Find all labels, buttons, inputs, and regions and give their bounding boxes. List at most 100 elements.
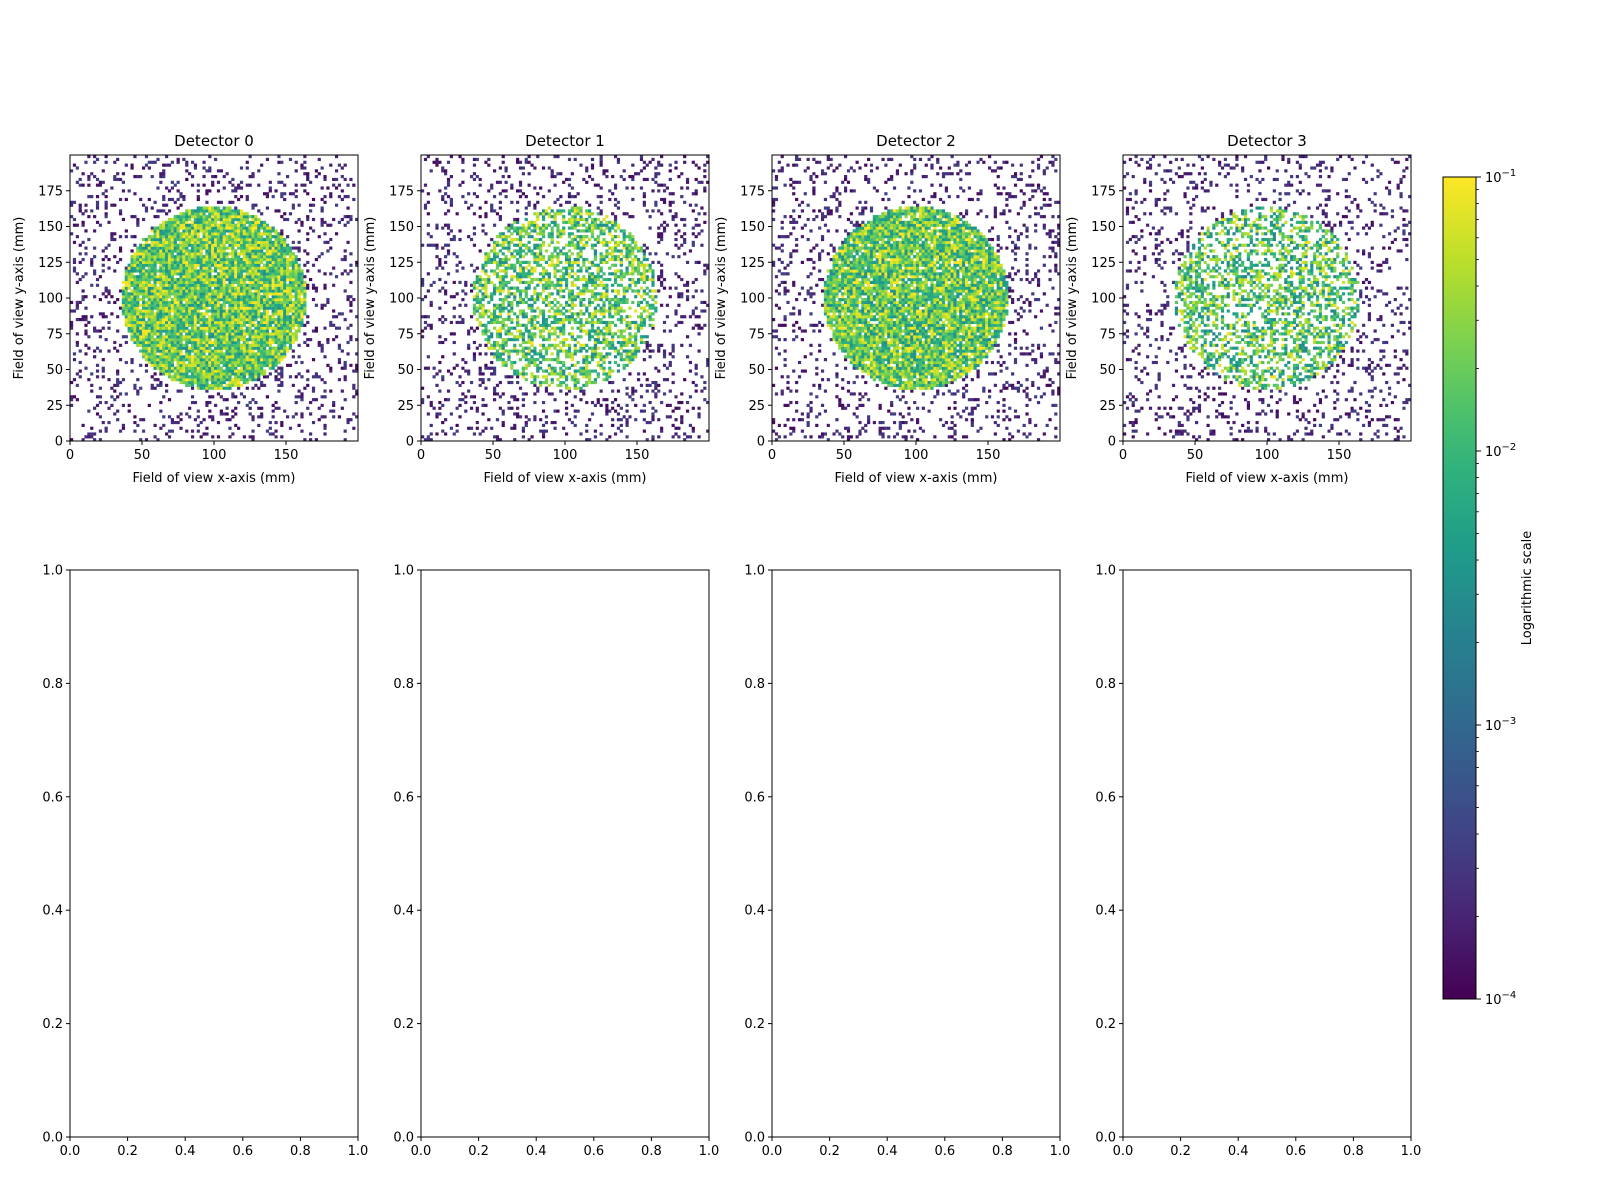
colorbar-tick-exponent: −4 bbox=[1502, 990, 1517, 1001]
heatmap-image bbox=[70, 155, 359, 442]
y-tick-label: 75 bbox=[1099, 327, 1116, 342]
y-tick-label: 0 bbox=[1108, 435, 1116, 450]
x-tick-label: 0 bbox=[66, 448, 74, 463]
x-tick-label: 0.8 bbox=[992, 1144, 1013, 1159]
x-tick-label: 0.6 bbox=[934, 1144, 955, 1159]
y-tick-label: 0.4 bbox=[393, 904, 414, 919]
colorbar-tick-base: 10 bbox=[1485, 445, 1502, 460]
y-tick-label: 150 bbox=[740, 220, 765, 235]
x-tick-label: 1.0 bbox=[699, 1144, 720, 1159]
y-tick-label: 25 bbox=[46, 399, 63, 414]
y-tick-label: 0 bbox=[55, 435, 63, 450]
colorbar-tick-base: 10 bbox=[1485, 719, 1502, 734]
y-tick-label: 0.4 bbox=[1095, 904, 1116, 919]
axes-frame bbox=[1122, 569, 1412, 1138]
x-tick-label: 100 bbox=[202, 448, 227, 463]
x-tick-label: 1.0 bbox=[1050, 1144, 1071, 1159]
x-tick-label: 0.6 bbox=[232, 1144, 253, 1159]
x-tick-label: 150 bbox=[1327, 448, 1352, 463]
x-tick-label: 0 bbox=[768, 448, 776, 463]
y-tick-label: 175 bbox=[38, 184, 63, 199]
x-tick-label: 0.8 bbox=[641, 1144, 662, 1159]
y-tick-label: 175 bbox=[389, 184, 414, 199]
colorbar-tick-base: 10 bbox=[1485, 993, 1502, 1008]
y-tick-label: 0.4 bbox=[744, 904, 765, 919]
y-tick-label: 25 bbox=[748, 399, 765, 414]
y-tick-label: 25 bbox=[397, 399, 414, 414]
colorbar-tick-label: 10−4 bbox=[1485, 990, 1516, 1008]
detector-panel-1: 0 50 100 150 0 25 50 75 100 125 150 175 Detector 1 Fi… bbox=[363, 132, 710, 486]
y-tick-label: 1.0 bbox=[744, 564, 765, 579]
empty-axes-1: 0.0 0.2 0.4 0.6 0.8 1.0 0.0 0.2 0.4 0.6 0.8 1.0 bbox=[393, 564, 719, 1160]
x-tick-label: 100 bbox=[1255, 448, 1280, 463]
y-tick-label: 1.0 bbox=[42, 564, 63, 579]
y-tick-label: 0.2 bbox=[393, 1017, 414, 1032]
x-tick-label: 50 bbox=[485, 448, 502, 463]
colorbar-frame bbox=[1442, 176, 1477, 1000]
x-tick-label: 0.0 bbox=[762, 1144, 783, 1159]
y-tick-label: 0.0 bbox=[42, 1131, 63, 1146]
x-tick-label: 0.4 bbox=[877, 1144, 898, 1159]
y-tick-label: 175 bbox=[1091, 184, 1116, 199]
x-tick-label: 50 bbox=[1187, 448, 1204, 463]
y-axis-label: Field of view y-axis (mm) bbox=[1065, 217, 1080, 380]
y-tick-label: 0 bbox=[406, 435, 414, 450]
y-tick-label: 125 bbox=[1091, 256, 1116, 271]
x-tick-label: 0.8 bbox=[290, 1144, 311, 1159]
y-tick-label: 0.6 bbox=[42, 790, 63, 805]
y-tick-label: 0.8 bbox=[744, 677, 765, 692]
heatmap-image bbox=[1123, 155, 1412, 442]
x-tick-label: 50 bbox=[836, 448, 853, 463]
y-tick-label: 0.8 bbox=[1095, 677, 1116, 692]
panel-title: Detector 3 bbox=[1227, 132, 1307, 150]
y-tick-label: 25 bbox=[1099, 399, 1116, 414]
y-tick-label: 50 bbox=[397, 363, 414, 378]
y-axis-label: Field of view y-axis (mm) bbox=[714, 217, 729, 380]
y-tick-label: 125 bbox=[740, 256, 765, 271]
empty-axes-2: 0.0 0.2 0.4 0.6 0.8 1.0 0.0 0.2 0.4 0.6 0.8 1.0 bbox=[744, 564, 1070, 1160]
x-tick-label: 100 bbox=[553, 448, 578, 463]
y-tick-label: 0.4 bbox=[42, 904, 63, 919]
y-tick-label: 150 bbox=[389, 220, 414, 235]
empty-axes-0: 0.0 0.2 0.4 0.6 0.8 1.0 0.0 0.2 0.4 0.6 0.8 1.0 bbox=[42, 564, 368, 1160]
x-tick-label: 0.0 bbox=[60, 1144, 81, 1159]
y-tick-label: 125 bbox=[38, 256, 63, 271]
detector-panel-3: 0 50 100 150 0 25 50 75 100 125 150 175 Detector 3 Fi… bbox=[1065, 132, 1412, 486]
y-tick-label: 1.0 bbox=[1095, 564, 1116, 579]
x-tick-label: 0.0 bbox=[1113, 1144, 1134, 1159]
y-tick-label: 75 bbox=[397, 327, 414, 342]
panel-title: Detector 2 bbox=[876, 132, 956, 150]
y-tick-label: 0.6 bbox=[744, 790, 765, 805]
y-tick-label: 0.2 bbox=[1095, 1017, 1116, 1032]
x-tick-label: 150 bbox=[274, 448, 299, 463]
y-tick-label: 50 bbox=[46, 363, 63, 378]
y-tick-label: 0.2 bbox=[42, 1017, 63, 1032]
colorbar-tick-exponent: −2 bbox=[1502, 442, 1517, 453]
x-tick-label: 0.2 bbox=[819, 1144, 840, 1159]
x-tick-label: 1.0 bbox=[348, 1144, 369, 1159]
panel-title: Detector 1 bbox=[525, 132, 605, 150]
y-tick-label: 150 bbox=[1091, 220, 1116, 235]
y-tick-label: 0.0 bbox=[1095, 1131, 1116, 1146]
heatmap-image bbox=[772, 155, 1061, 442]
x-tick-label: 100 bbox=[904, 448, 929, 463]
y-tick-label: 0.0 bbox=[744, 1131, 765, 1146]
colorbar-gradient bbox=[1443, 177, 1476, 999]
x-tick-label: 0.2 bbox=[468, 1144, 489, 1159]
y-tick-label: 100 bbox=[38, 292, 63, 307]
x-tick-label: 150 bbox=[976, 448, 1001, 463]
x-tick-label: 0.2 bbox=[117, 1144, 138, 1159]
y-tick-label: 0.6 bbox=[393, 790, 414, 805]
axes-frame bbox=[420, 569, 710, 1138]
y-axis-label: Field of view y-axis (mm) bbox=[12, 217, 27, 380]
colorbar-label: Logarithmic scale bbox=[1520, 531, 1535, 646]
y-tick-label: 150 bbox=[38, 220, 63, 235]
y-tick-label: 50 bbox=[748, 363, 765, 378]
y-tick-label: 50 bbox=[1099, 363, 1116, 378]
y-axis-label: Field of view y-axis (mm) bbox=[363, 217, 378, 380]
axes-frame bbox=[771, 569, 1061, 1138]
panel-title: Detector 0 bbox=[174, 132, 254, 150]
y-tick-label: 0.0 bbox=[393, 1131, 414, 1146]
